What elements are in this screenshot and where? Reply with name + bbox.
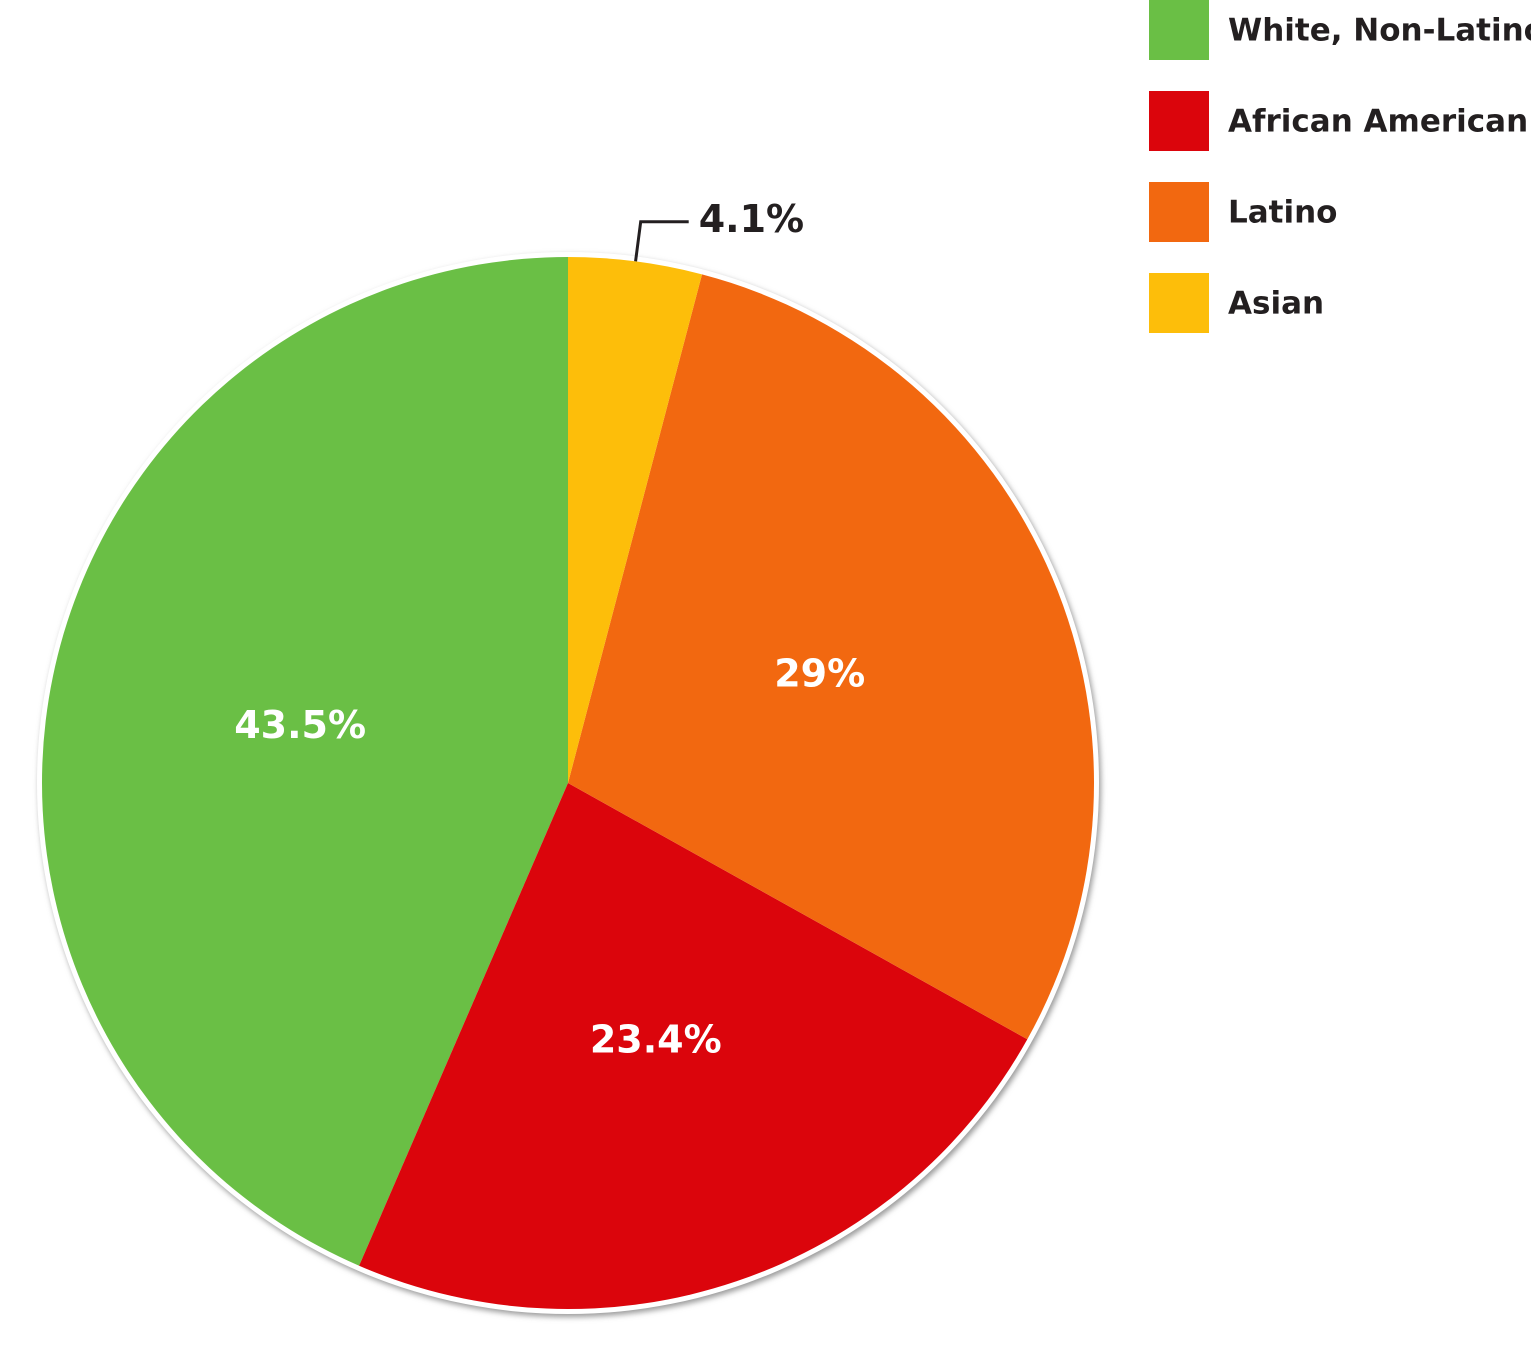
slice-label: 4.1% [699, 197, 804, 241]
slice-label: 29% [774, 651, 865, 695]
slice-label: 23.4% [590, 1018, 722, 1062]
slice-label: 43.5% [234, 703, 366, 747]
pie-slice [568, 257, 703, 783]
legend: White, Non-Latino African American Latino A… [1149, 0, 1531, 333]
legend-swatch [1149, 91, 1209, 151]
pie [41, 257, 1095, 1309]
pie-slice [359, 783, 1028, 1309]
legend-swatch [1149, 0, 1209, 60]
pie-slice [568, 274, 1095, 1040]
legend-label: Latino [1228, 195, 1337, 231]
legend-label: Asian [1228, 286, 1324, 322]
legend-label: White, Non-Latino [1228, 13, 1531, 49]
leader-line [634, 220, 689, 262]
legend-swatch [1149, 273, 1209, 333]
labels: 43.5% 23.4% 29% 4.1% [234, 197, 865, 1061]
legend-swatch [1149, 182, 1209, 242]
pie-slice [41, 257, 568, 1266]
legend-label: African American [1228, 104, 1528, 140]
